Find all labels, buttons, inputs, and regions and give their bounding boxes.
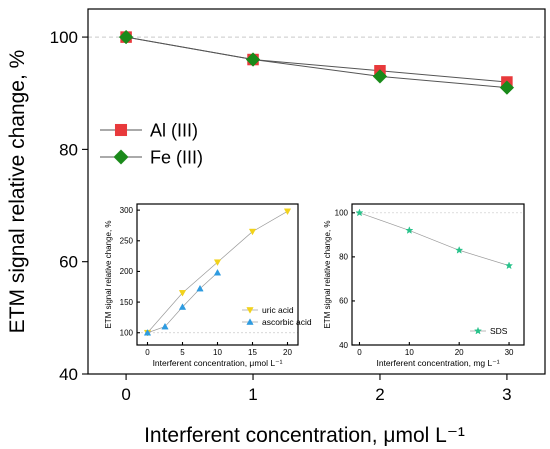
data-point-1-0 xyxy=(118,29,134,45)
x-tick-label-1: 5 xyxy=(180,348,185,357)
data-point-0-1 xyxy=(178,290,187,297)
chart-panel-1: 0 5 10 15 20 100 150 200 250 300 Interferent conce… xyxy=(104,203,312,368)
x-tick-label-4: 20 xyxy=(283,348,292,357)
y-tick-label-3: 250 xyxy=(120,237,134,246)
x-tick-label-1: 1 xyxy=(248,385,257,404)
inset-background xyxy=(352,204,524,345)
y-tick-label-0: 40 xyxy=(339,341,348,350)
legend-marker-0 xyxy=(246,307,254,314)
x-tick-label-3: 3 xyxy=(502,385,511,404)
x-tick-label-0: 0 xyxy=(145,348,150,357)
data-point-1-3 xyxy=(196,284,204,292)
y-axis-label: ETM signal relative change, % xyxy=(6,50,29,334)
data-point-1-2 xyxy=(178,303,187,310)
x-axis-label: Interferent concentration, mg L⁻¹ xyxy=(376,358,499,368)
chart-panel-2: 0 10 20 30 40 60 80 100 Interferent concentratio… xyxy=(323,203,525,368)
data-point-1-0 xyxy=(143,329,152,336)
legend-label-0: SDS xyxy=(490,326,508,336)
legend-label-0: uric acid xyxy=(262,305,294,315)
legend-marker-0 xyxy=(114,123,128,137)
axes-frame xyxy=(351,203,525,346)
y-tick-label-3: 100 xyxy=(335,209,349,218)
legend-label-1: ascorbic acid xyxy=(262,317,312,327)
data-point-1-1 xyxy=(161,322,169,330)
y-tick-label-2: 80 xyxy=(339,253,348,262)
y-tick-label-1: 60 xyxy=(339,297,348,306)
legend-label-0: Al (III) xyxy=(150,120,198,140)
y-tick-label-3: 100 xyxy=(50,28,78,47)
data-point-0-2 xyxy=(455,245,464,254)
data-point-0-1 xyxy=(405,226,414,234)
legend-marker-1 xyxy=(246,318,254,325)
series-line-1 xyxy=(125,36,507,89)
legend-label-1: Fe (III) xyxy=(150,147,203,167)
data-point-0-3 xyxy=(248,228,257,236)
y-tick-label-2: 80 xyxy=(59,140,78,159)
y-tick-label-0: 40 xyxy=(59,365,78,384)
x-tick-label-3: 15 xyxy=(248,348,257,357)
y-axis-label: ETM signal relative change, % xyxy=(323,220,332,328)
x-axis-label: Interferent concentration, μmol L⁻¹ xyxy=(144,424,465,447)
data-point-0-2 xyxy=(213,259,222,266)
data-point-1-2 xyxy=(372,69,388,84)
x-tick-label-2: 10 xyxy=(213,348,222,357)
x-tick-label-2: 20 xyxy=(455,348,464,357)
x-tick-label-1: 10 xyxy=(405,348,414,357)
x-axis-label: Interferent concentration, μmol L⁻¹ xyxy=(153,358,283,368)
x-tick-label-0: 0 xyxy=(121,385,130,404)
x-tick-label-0: 0 xyxy=(357,348,362,357)
x-tick-label-3: 30 xyxy=(505,348,514,357)
data-point-0-3 xyxy=(504,261,514,270)
y-tick-label-4: 300 xyxy=(120,206,134,215)
data-point-0-4 xyxy=(283,208,292,216)
y-axis-label: ETM signal relative change, % xyxy=(104,220,113,328)
y-tick-label-0: 100 xyxy=(120,329,134,338)
data-point-1-1 xyxy=(245,52,261,67)
legend-marker-1 xyxy=(113,149,129,165)
series-line-0 xyxy=(359,212,510,267)
legend-marker-0 xyxy=(473,326,483,335)
data-point-1-4 xyxy=(213,268,222,276)
data-point-0-0 xyxy=(355,208,364,217)
axes-frame xyxy=(87,8,546,375)
y-tick-label-1: 60 xyxy=(59,253,78,272)
y-tick-label-2: 200 xyxy=(120,267,134,276)
data-point-1-3 xyxy=(499,80,515,95)
y-tick-label-1: 150 xyxy=(120,298,134,307)
x-tick-label-2: 2 xyxy=(375,385,384,404)
